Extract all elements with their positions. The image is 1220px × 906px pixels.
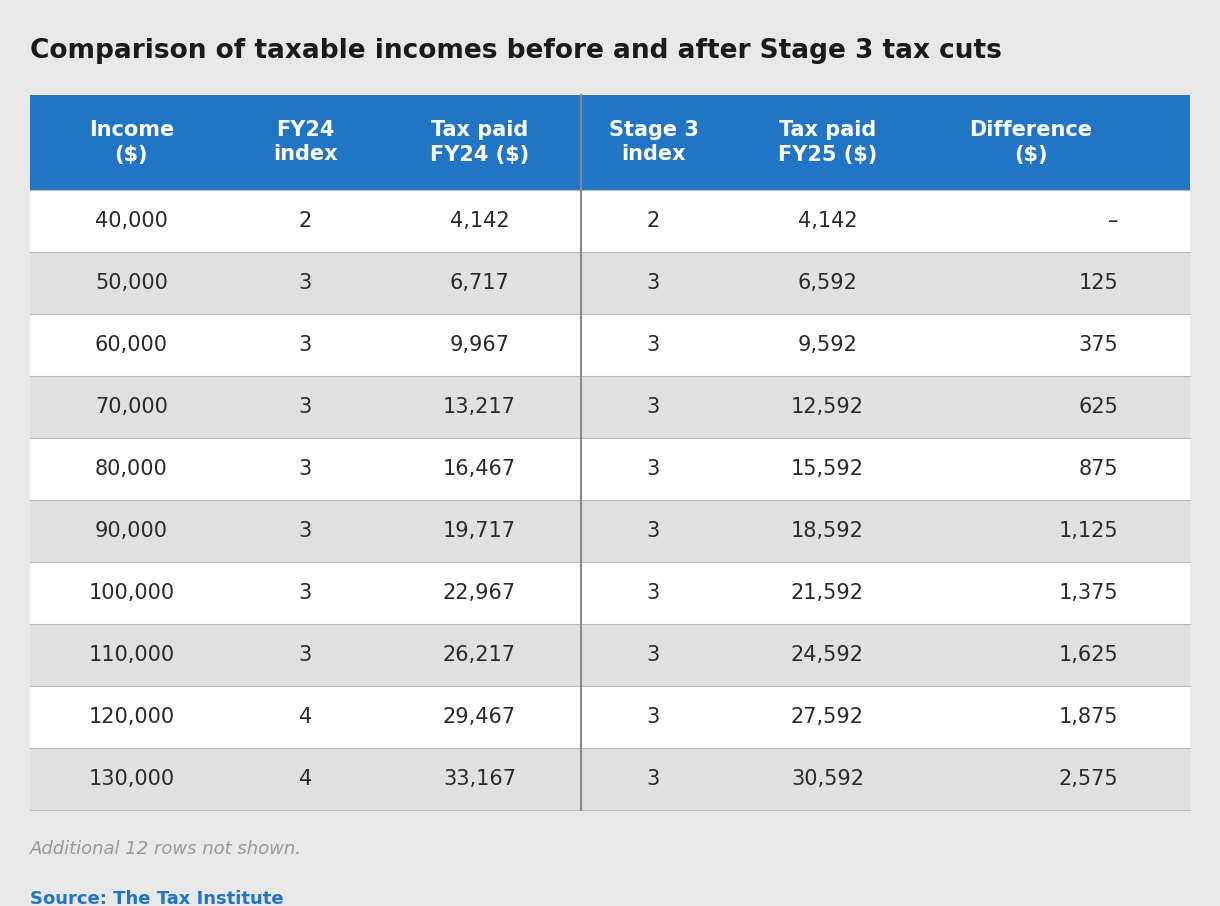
Text: 3: 3 (299, 335, 312, 355)
Text: Stage 3
index: Stage 3 index (609, 120, 698, 165)
Text: 9,592: 9,592 (798, 335, 858, 355)
Text: 27,592: 27,592 (791, 707, 864, 727)
Text: 110,000: 110,000 (88, 645, 174, 665)
Text: Tax paid
FY24 ($): Tax paid FY24 ($) (429, 120, 529, 165)
Text: 9,967: 9,967 (449, 335, 510, 355)
Bar (30, 376, 1190, 438)
Text: 4,142: 4,142 (798, 211, 858, 231)
Text: 1,625: 1,625 (1058, 645, 1118, 665)
Text: 30,592: 30,592 (791, 769, 864, 789)
Text: 1,375: 1,375 (1059, 583, 1118, 603)
Text: 100,000: 100,000 (88, 583, 174, 603)
Text: 40,000: 40,000 (95, 211, 168, 231)
Text: 3: 3 (299, 459, 312, 479)
Text: 625: 625 (1078, 397, 1118, 417)
Text: 90,000: 90,000 (95, 521, 168, 541)
Text: 1,875: 1,875 (1059, 707, 1118, 727)
Text: 375: 375 (1078, 335, 1118, 355)
Text: 6,592: 6,592 (798, 273, 858, 293)
Text: 3: 3 (647, 769, 660, 789)
Bar (30, 95, 1190, 190)
Text: 24,592: 24,592 (791, 645, 864, 665)
Text: Source: The Tax Institute: Source: The Tax Institute (30, 890, 283, 906)
Text: 4,142: 4,142 (450, 211, 509, 231)
Text: 21,592: 21,592 (791, 583, 864, 603)
Text: 4: 4 (299, 769, 312, 789)
Text: 3: 3 (299, 397, 312, 417)
Bar (30, 190, 1190, 252)
Text: 875: 875 (1078, 459, 1118, 479)
Bar (30, 686, 1190, 748)
Bar (30, 562, 1190, 624)
Text: 125: 125 (1078, 273, 1118, 293)
Bar (30, 748, 1190, 810)
Text: 22,967: 22,967 (443, 583, 516, 603)
Text: Income
($): Income ($) (89, 120, 174, 165)
Text: 3: 3 (647, 583, 660, 603)
Text: Comparison of taxable incomes before and after Stage 3 tax cuts: Comparison of taxable incomes before and… (30, 38, 1002, 64)
Text: 3: 3 (647, 521, 660, 541)
Text: 4: 4 (299, 707, 312, 727)
Text: Difference
($): Difference ($) (969, 120, 1092, 165)
Bar (30, 438, 1190, 500)
Text: 29,467: 29,467 (443, 707, 516, 727)
Bar (30, 624, 1190, 686)
Text: 50,000: 50,000 (95, 273, 168, 293)
Text: Tax paid
FY25 ($): Tax paid FY25 ($) (778, 120, 877, 165)
Text: 6,717: 6,717 (450, 273, 510, 293)
Text: 3: 3 (299, 521, 312, 541)
Text: 130,000: 130,000 (88, 769, 174, 789)
Text: 19,717: 19,717 (443, 521, 516, 541)
Text: Additional 12 rows not shown.: Additional 12 rows not shown. (30, 840, 303, 858)
Text: –: – (1108, 211, 1118, 231)
Text: 2: 2 (299, 211, 312, 231)
Bar (30, 314, 1190, 376)
Text: 13,217: 13,217 (443, 397, 516, 417)
Text: 1,125: 1,125 (1059, 521, 1118, 541)
Text: 3: 3 (299, 583, 312, 603)
Text: 70,000: 70,000 (95, 397, 168, 417)
Text: 18,592: 18,592 (791, 521, 864, 541)
Bar (30, 500, 1190, 562)
Text: 2: 2 (647, 211, 660, 231)
Text: 26,217: 26,217 (443, 645, 516, 665)
Text: 80,000: 80,000 (95, 459, 168, 479)
Text: 3: 3 (647, 335, 660, 355)
Text: 3: 3 (647, 459, 660, 479)
Text: 3: 3 (299, 273, 312, 293)
Text: 33,167: 33,167 (443, 769, 516, 789)
Text: 2,575: 2,575 (1059, 769, 1118, 789)
Text: 15,592: 15,592 (791, 459, 864, 479)
Text: 12,592: 12,592 (791, 397, 864, 417)
Text: 3: 3 (299, 645, 312, 665)
Text: FY24
index: FY24 index (273, 120, 338, 165)
Bar (30, 252, 1190, 314)
Text: 3: 3 (647, 273, 660, 293)
Text: 16,467: 16,467 (443, 459, 516, 479)
Text: 3: 3 (647, 645, 660, 665)
Text: 3: 3 (647, 397, 660, 417)
Text: 120,000: 120,000 (88, 707, 174, 727)
Text: 60,000: 60,000 (95, 335, 168, 355)
Text: 3: 3 (647, 707, 660, 727)
